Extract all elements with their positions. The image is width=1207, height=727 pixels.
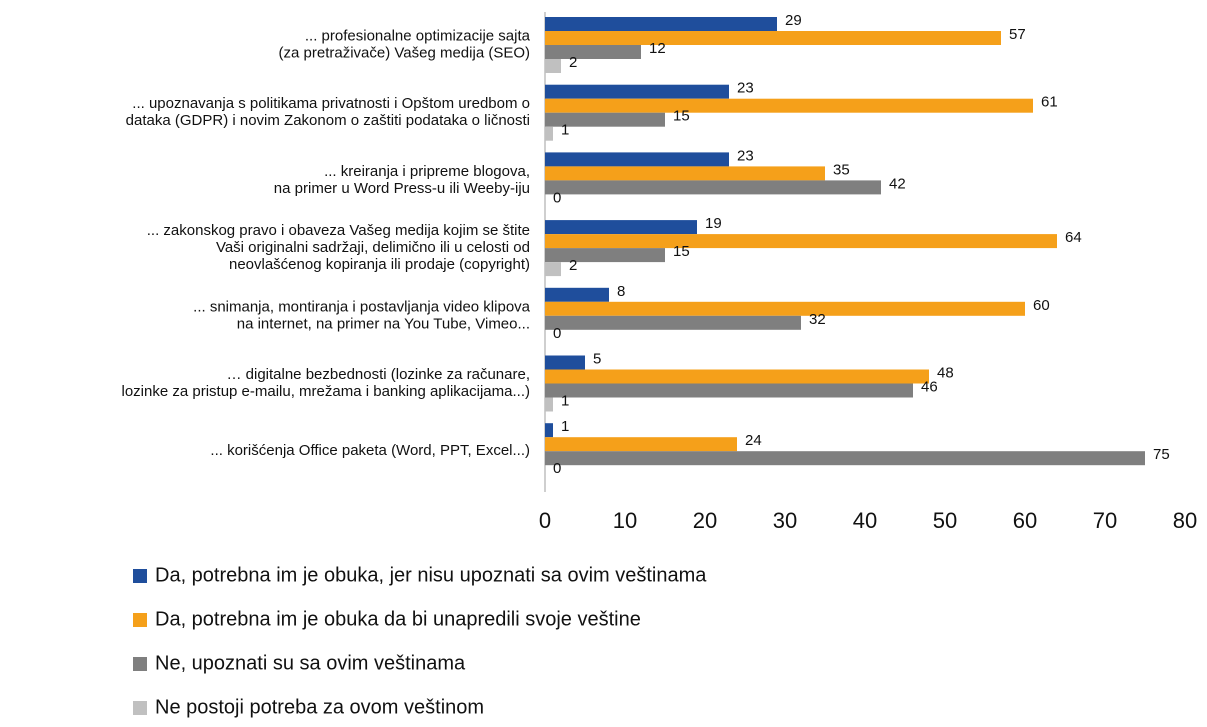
value-label: 5 (593, 350, 601, 367)
legend-swatch (133, 569, 147, 583)
bar (545, 355, 585, 370)
bar (545, 166, 825, 181)
category-label: Vaši originalni sadržaji, delimično ili … (216, 239, 530, 256)
category-label: dataka (GDPR) i novim Zakonom o zaštiti … (126, 112, 530, 129)
x-tick-label: 50 (933, 508, 957, 533)
bar (545, 301, 1025, 316)
value-label: 0 (553, 460, 561, 477)
value-label: 23 (737, 147, 754, 164)
bar (545, 17, 777, 31)
category-label: ... korišćenja Office paketa (Word, PPT,… (210, 442, 530, 459)
value-label: 15 (673, 243, 690, 260)
x-tick-label: 40 (853, 508, 877, 533)
value-label: 15 (673, 108, 690, 125)
category-label: lozinke za pristup e-mailu, mrežama i ba… (121, 383, 530, 400)
bar (545, 45, 641, 59)
legend-label: Ne postoji potreba za ovom veštinom (155, 696, 484, 718)
category-label: na internet, na primer na You Tube, Vime… (237, 315, 530, 332)
value-label: 32 (809, 311, 826, 328)
value-label: 57 (1009, 26, 1026, 43)
category-label: ... snimanja, montiranja i postavljanja … (193, 298, 530, 315)
category-label: ... upoznavanja s politikama privatnosti… (132, 95, 530, 112)
category-label: neovlašćenog kopiranja ili prodaje (copy… (229, 256, 530, 273)
bar (545, 248, 665, 263)
bar (545, 31, 1001, 45)
value-label: 24 (745, 432, 762, 449)
bar (545, 423, 553, 438)
bar (545, 234, 1057, 249)
x-tick-label: 60 (1013, 508, 1037, 533)
value-label: 12 (649, 40, 666, 57)
value-label: 0 (553, 189, 561, 206)
bar (545, 180, 881, 195)
value-label: 1 (561, 122, 569, 139)
legend-label: Da, potrebna im je obuka da bi unapredil… (155, 608, 641, 630)
x-tick-label: 70 (1093, 508, 1117, 533)
bar (545, 152, 729, 167)
bar (545, 112, 665, 127)
bar (545, 262, 561, 277)
value-label: 61 (1041, 94, 1058, 111)
x-tick-label: 0 (539, 508, 551, 533)
bar (545, 59, 561, 73)
legend-label: Da, potrebna im je obuka, jer nisu upozn… (155, 564, 707, 586)
category-label: na primer u Word Press-u ili Weeby-iju (274, 180, 530, 197)
value-label: 48 (937, 364, 954, 381)
value-label: 75 (1153, 446, 1170, 463)
value-label: 35 (833, 161, 850, 178)
bar (545, 451, 1145, 466)
category-label: … digitalne bezbednosti (lozinke za raču… (226, 366, 530, 383)
value-label: 8 (617, 283, 625, 300)
x-tick-label: 10 (613, 508, 637, 533)
x-tick-label: 20 (693, 508, 717, 533)
value-label: 1 (561, 418, 569, 435)
category-label: ... zakonskog pravo i obaveza Vašeg medi… (147, 222, 530, 239)
legend-swatch (133, 701, 147, 715)
value-label: 42 (889, 175, 906, 192)
category-label: ... profesionalne optimizacije sajta (305, 27, 531, 44)
value-label: 23 (737, 80, 754, 97)
legend-swatch (133, 613, 147, 627)
bar (545, 397, 553, 412)
value-label: 0 (553, 325, 561, 342)
legend-swatch (133, 657, 147, 671)
bar (545, 287, 609, 302)
bar (545, 315, 801, 330)
value-label: 1 (561, 392, 569, 409)
x-tick-label: 30 (773, 508, 797, 533)
x-tick-label: 80 (1173, 508, 1197, 533)
category-label: ... kreiranja i pripreme blogova, (324, 163, 530, 180)
bar (545, 126, 553, 141)
bar (545, 220, 697, 235)
value-label: 29 (785, 12, 802, 29)
bar (545, 84, 729, 99)
value-label: 2 (569, 257, 577, 274)
bar (545, 369, 929, 384)
value-label: 60 (1033, 297, 1050, 314)
bar (545, 383, 913, 398)
category-label: (za pretraživače) Vašeg medija (SEO) (279, 44, 530, 61)
bar (545, 98, 1033, 113)
value-label: 2 (569, 54, 577, 71)
bar (545, 437, 737, 452)
value-label: 64 (1065, 229, 1082, 246)
legend-label: Ne, upoznati su sa ovim veštinama (155, 652, 466, 674)
value-label: 46 (921, 378, 938, 395)
value-label: 19 (705, 215, 722, 232)
